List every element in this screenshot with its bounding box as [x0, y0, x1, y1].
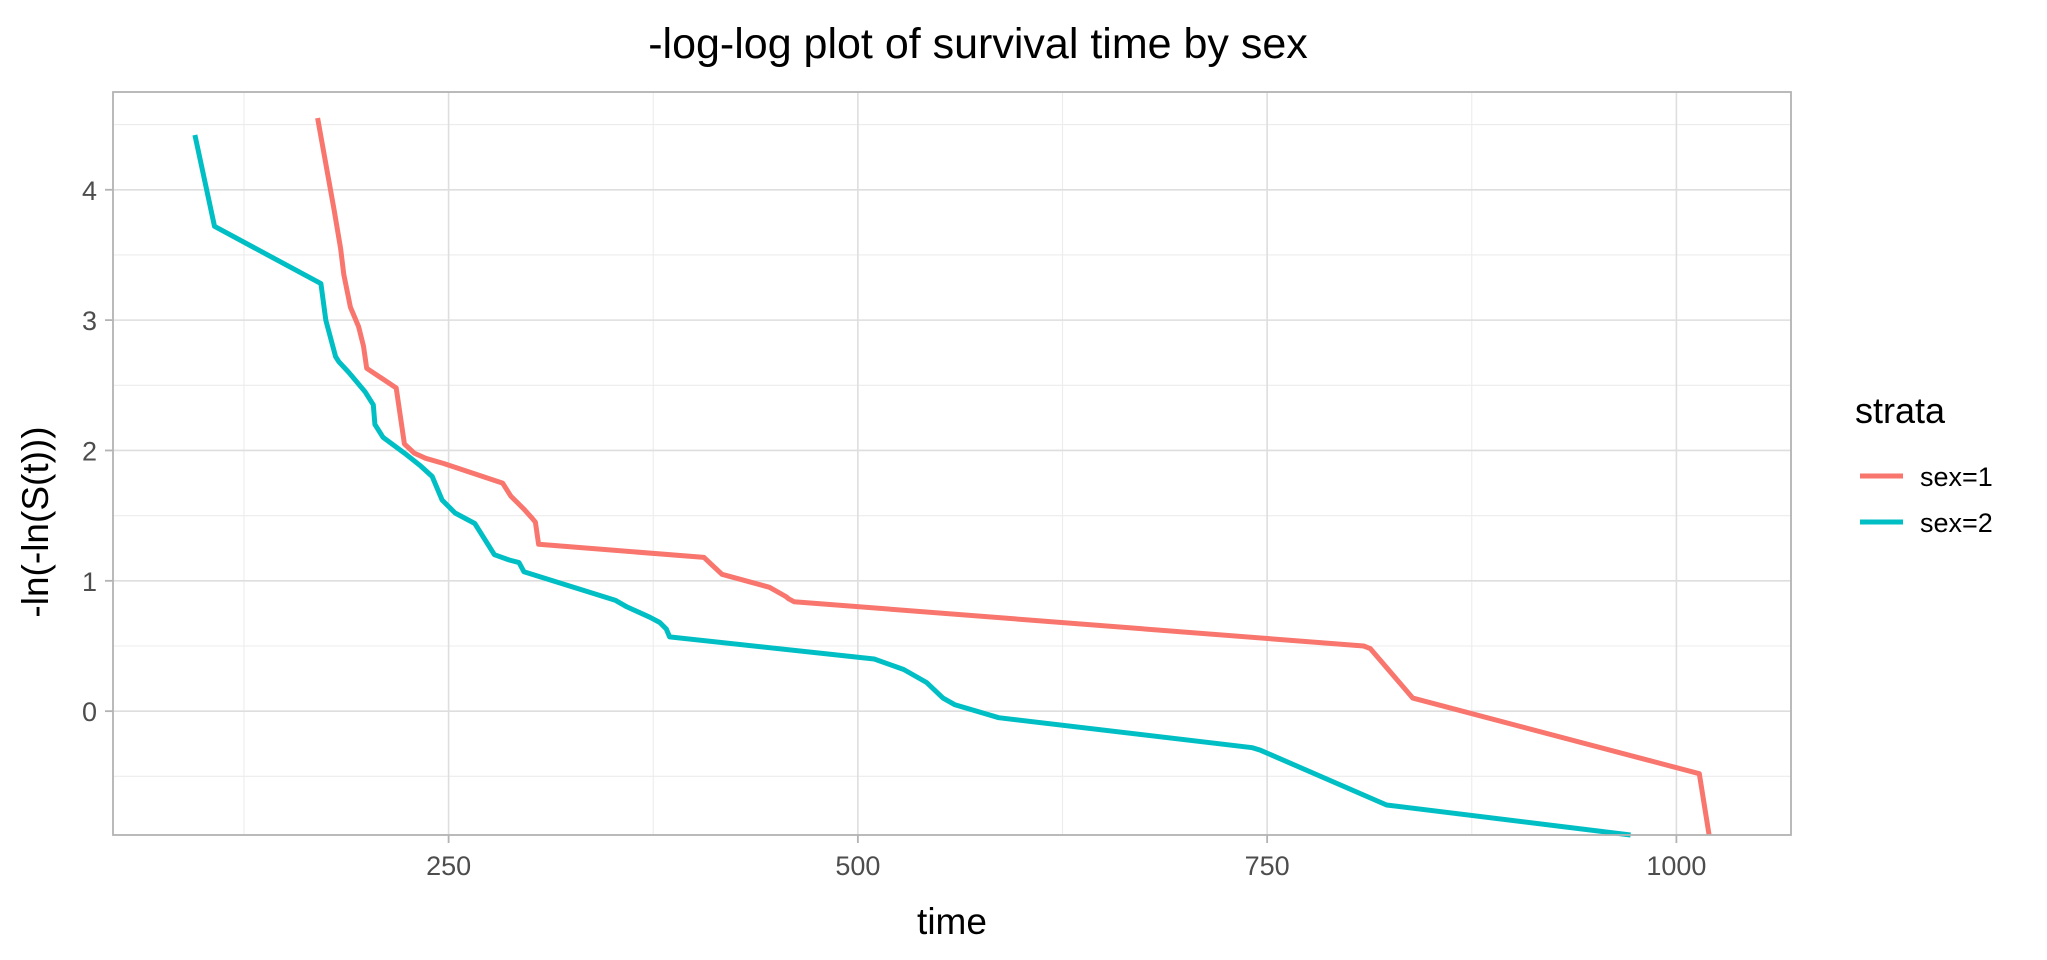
x-tick-label: 1000 [1646, 851, 1706, 881]
plot-grid [113, 92, 1791, 835]
y-tick-label: 0 [82, 697, 97, 727]
y-tick-label: 1 [82, 567, 97, 597]
y-tick-label: 4 [82, 176, 97, 206]
x-axis-title: time [917, 901, 987, 942]
y-axis-title: -ln(-ln(S(t))) [15, 426, 56, 617]
series-line-sex-2 [192, 134, 1631, 838]
x-tick-label: 250 [426, 851, 471, 881]
legend-label-sex-2: sex=2 [1920, 508, 1993, 538]
legend: strata sex=1 sex=2 [1855, 390, 1993, 538]
series-line-sex-1 [315, 117, 1712, 836]
x-tick-label: 750 [1245, 851, 1290, 881]
plot-panel-border [112, 91, 1792, 836]
legend-label-sex-1: sex=1 [1920, 462, 1993, 492]
chart-title: -log-log plot of survival time by sex [648, 20, 1308, 68]
y-tick-label: 3 [82, 306, 97, 336]
x-tick-label: 500 [835, 851, 880, 881]
axis-ticks: 250 500 750 1000 0 1 2 3 4 [82, 176, 1706, 881]
y-tick-label: 2 [82, 436, 97, 466]
legend-title: strata [1855, 390, 1946, 431]
series-lines [192, 117, 1712, 838]
